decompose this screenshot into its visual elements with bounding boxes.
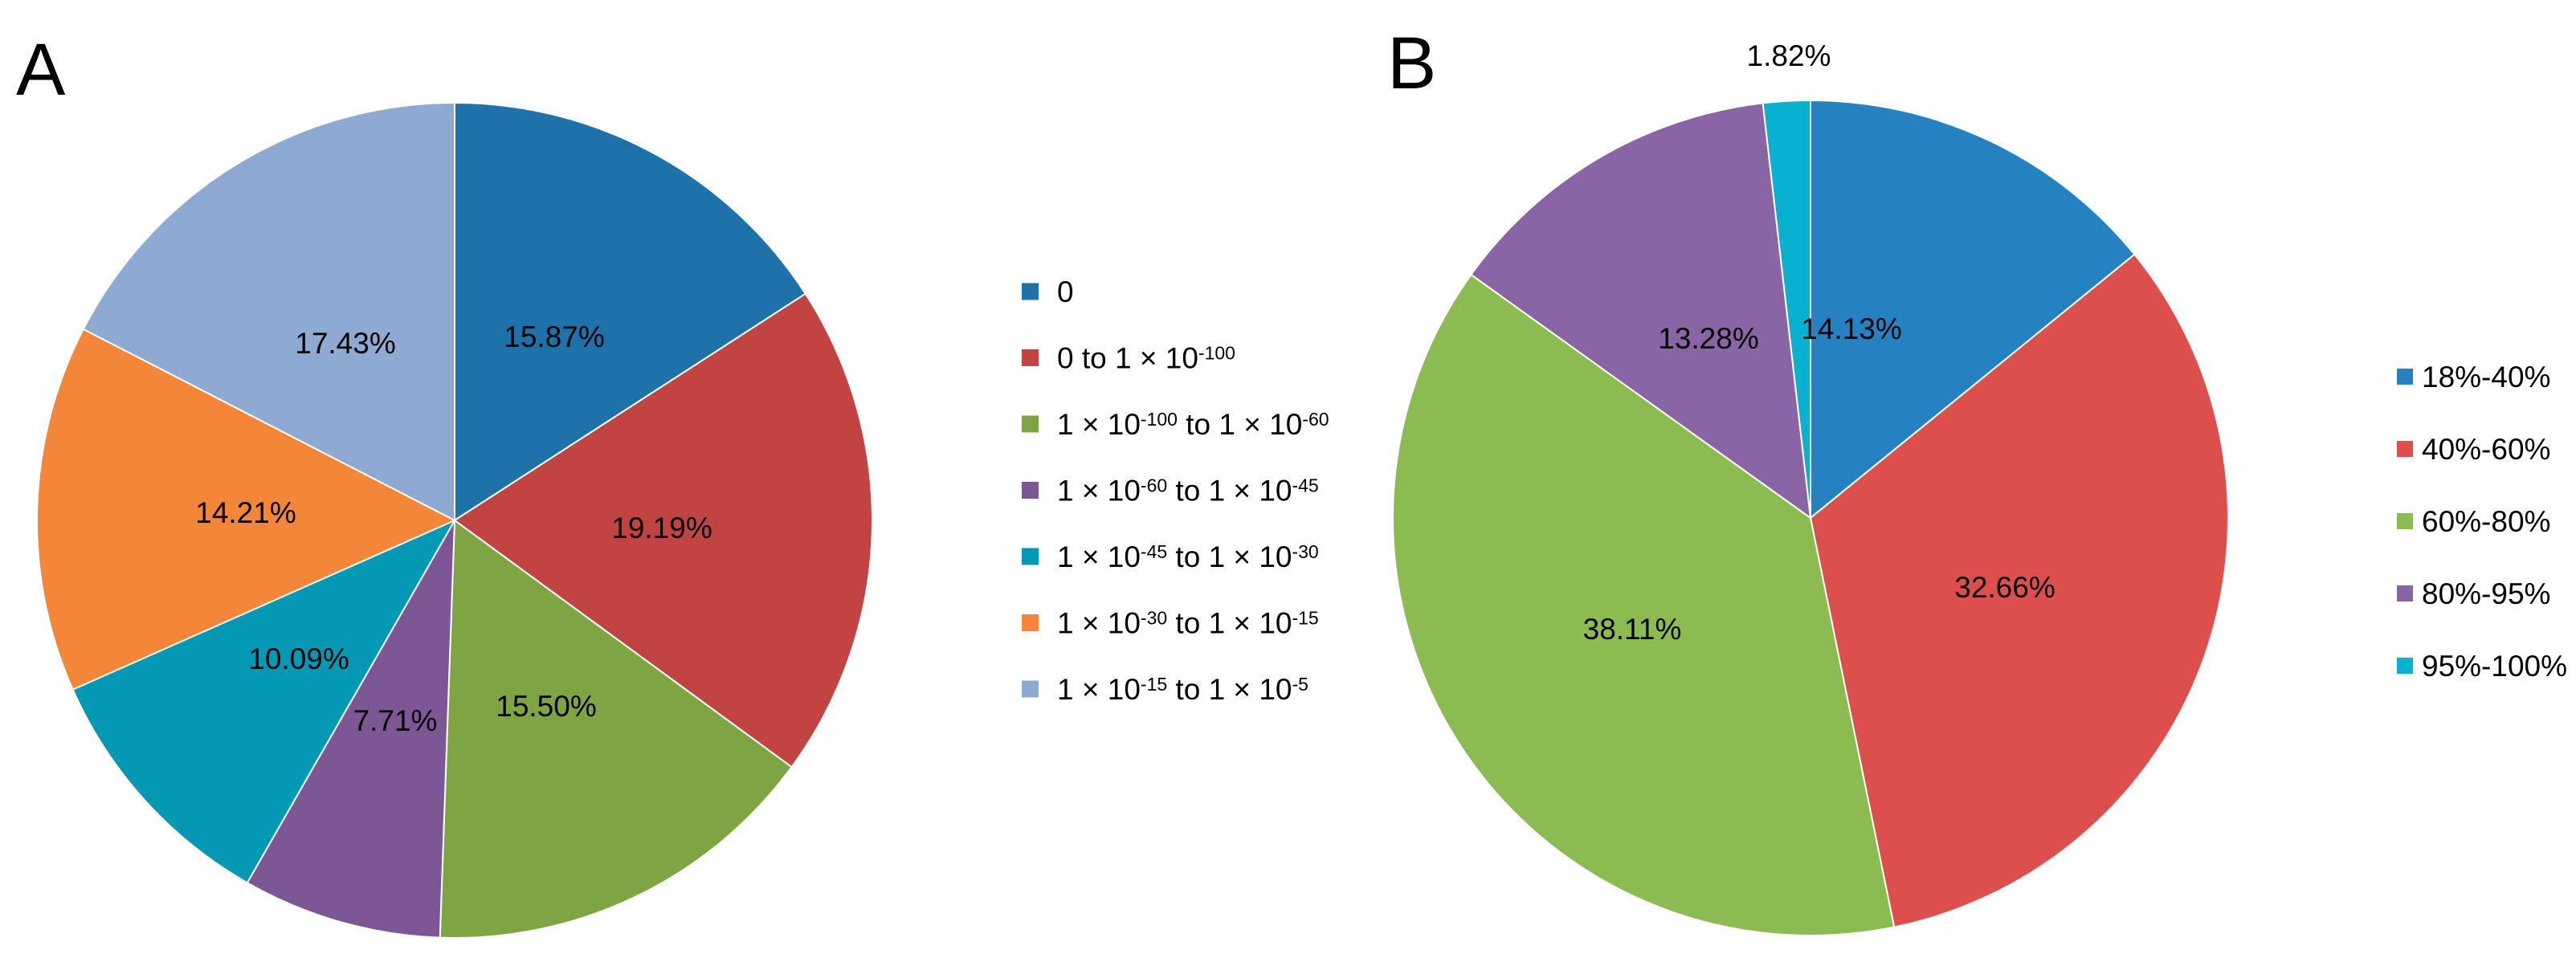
pie-b-data-label: 38.11% <box>1583 613 1682 646</box>
pie-a-slice-15-87 <box>454 102 806 521</box>
legend-b-label: 95%-100% <box>2422 650 2567 683</box>
pie-a-labels: 15.87% 19.19% 15.50% 7.71%10.09% 14.21% 17.43… <box>195 320 712 737</box>
pie-a-data-label: 14.21% <box>195 496 296 529</box>
legend-b-label: 40%-60% <box>2422 433 2550 466</box>
pie-b-labels: 14.13% 32.66% 38.11% 13.28% 1.82% <box>1583 39 2055 646</box>
legend-a-label: 1 × 10-15 to 1 × 10-5 <box>1057 673 1308 706</box>
pie-a-data-label: 17.43% <box>295 327 396 360</box>
legend-a: 0 0 to 1 × 10-100 1 × 10-100 to 1 × 10-60 1… <box>1022 275 1329 706</box>
legend-b-swatch <box>2397 513 2413 529</box>
pie-a-data-label: 10.09% <box>248 642 349 675</box>
legend-a-label: 1 × 10-60 to 1 × 10-45 <box>1057 475 1319 508</box>
legend-a-label: 1 × 10-45 to 1 × 10-30 <box>1057 540 1319 573</box>
pie-a-slices <box>36 102 873 940</box>
legend-a-label: 1 × 10-30 to 1 × 10-15 <box>1057 607 1319 640</box>
legend-a-swatch <box>1022 349 1039 366</box>
legend-b-swatch <box>2397 658 2413 674</box>
legend-a-swatch <box>1022 482 1039 499</box>
legend-a-swatch <box>1022 415 1039 433</box>
panel-b-letter: B <box>1387 22 1436 104</box>
legend-b-label: 60%-80% <box>2422 505 2550 538</box>
pie-b-slice-14-13 <box>1810 100 2136 519</box>
legend-a-swatch <box>1022 548 1039 565</box>
panel-a-letter: A <box>16 29 66 111</box>
legend-b-label: 18%-40% <box>2422 361 2550 393</box>
pie-b-data-label: 13.28% <box>1658 322 1759 355</box>
pie-a-data-label: 15.87% <box>504 320 605 353</box>
legend-a-swatch <box>1022 614 1039 631</box>
legend-a-label: 0 <box>1057 275 1074 308</box>
legend-b-swatch <box>2397 585 2413 601</box>
pie-a-slice-10-09 <box>71 520 455 884</box>
pie-b-data-label: 1.82% <box>1747 39 1831 72</box>
pie-a-slice-7-71 <box>246 520 455 939</box>
legend-a-label: 1 × 10-100 to 1 × 10-60 <box>1057 408 1329 441</box>
legend-a-swatch <box>1022 283 1039 300</box>
pie-b-slice-13-28 <box>1470 102 1811 519</box>
pie-a-data-label: 19.19% <box>611 512 712 544</box>
pie-a-slice-15-50 <box>439 520 793 940</box>
pie-b-slice-1-82 <box>1762 100 1811 519</box>
legend-b-label: 80%-95% <box>2422 577 2550 610</box>
legend-b: 18%-40% 40%-60% 60%-80% 80%-95% 95%-100% <box>2397 361 2567 683</box>
pie-b-slice-32-66 <box>1810 253 2230 928</box>
pie-b-slices <box>1392 100 2230 936</box>
legend-b-swatch <box>2397 441 2413 457</box>
pie-b-data-label: 14.13% <box>1801 312 1902 345</box>
panel-b: B 14.13% 32.66% 38.11% 13.28% 1.82% 18%-40% 4… <box>1387 22 2567 936</box>
legend-a-swatch <box>1022 680 1039 698</box>
pie-a-slice-17-43 <box>82 102 455 521</box>
legend-a-label: 0 to 1 × 10-100 <box>1057 342 1235 375</box>
pie-b-slice-38-11 <box>1392 274 1896 936</box>
pie-a-data-label: 15.50% <box>496 690 597 723</box>
pie-a-slice-14-21 <box>36 328 455 691</box>
pie-a-slice-19-19 <box>454 292 873 768</box>
pie-b-data-label: 32.66% <box>1954 571 2055 604</box>
panel-a: A 15.87% 19.19% 15.50% 7.71%10.09% 14.21% 17.… <box>16 29 1329 940</box>
pie-a-data-label: 7.71% <box>353 704 438 737</box>
legend-b-swatch <box>2397 369 2413 385</box>
